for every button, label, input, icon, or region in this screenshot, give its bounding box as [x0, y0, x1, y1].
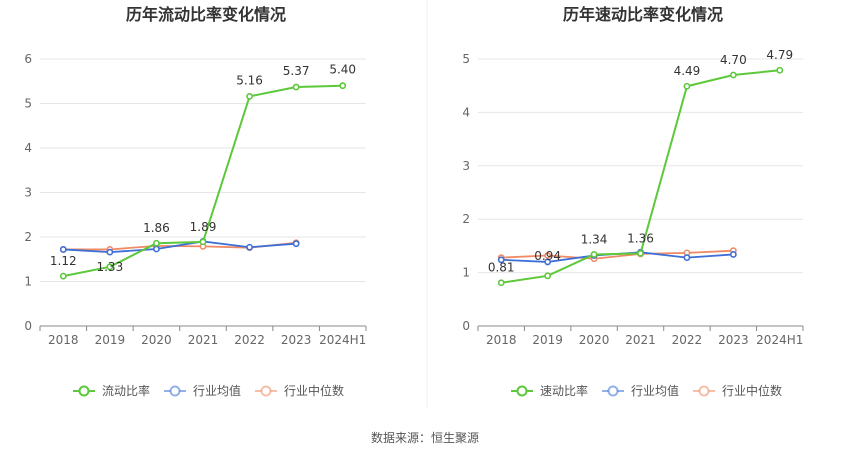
data-label: 0.94 — [534, 249, 561, 263]
legend-label: 行业均值 — [631, 383, 679, 398]
x-tick-label: 2024H1 — [756, 333, 803, 347]
data-label: 5.37 — [283, 64, 310, 78]
data-point — [153, 245, 160, 253]
legend-label: 行业中位数 — [284, 383, 344, 398]
data-label: 1.36 — [627, 231, 654, 245]
data-point — [637, 249, 644, 257]
data-label: 1.34 — [581, 232, 608, 246]
x-tick-label: 2019 — [95, 333, 126, 347]
data-point — [683, 254, 691, 262]
data-point — [590, 251, 598, 258]
x-tick-label: 2024H1 — [319, 333, 366, 347]
x-tick-label: 2020 — [579, 333, 610, 347]
data-point — [544, 272, 552, 280]
y-tick-label: 2 — [462, 212, 470, 226]
data-point — [59, 272, 67, 280]
y-tick-label: 1 — [24, 275, 32, 289]
data-point — [292, 83, 300, 91]
data-label: 5.40 — [329, 63, 356, 77]
x-tick-label: 2023 — [281, 333, 312, 347]
y-tick-label: 3 — [24, 186, 32, 200]
data-point — [153, 239, 160, 247]
legend-marker — [607, 385, 619, 397]
x-tick-label: 2018 — [486, 333, 517, 347]
data-point — [246, 92, 253, 100]
x-tick-label: 2020 — [141, 333, 172, 347]
legend-marker — [260, 385, 272, 397]
y-tick-label: 6 — [24, 52, 32, 66]
y-tick-label: 3 — [462, 159, 470, 173]
data-point — [497, 279, 505, 287]
legend-marker — [698, 385, 710, 397]
data-point — [59, 246, 67, 253]
data-label: 1.89 — [190, 220, 217, 234]
legend-label: 流动比率 — [102, 383, 150, 398]
source-note: 数据来源：恒生聚源 — [371, 430, 479, 445]
legend-marker — [78, 385, 90, 397]
y-tick-label: 5 — [24, 97, 32, 111]
legend-marker — [169, 385, 181, 397]
data-label: 1.12 — [50, 254, 77, 268]
y-tick-label: 1 — [462, 266, 470, 280]
data-point — [497, 256, 505, 264]
data-point — [339, 82, 347, 90]
x-tick-label: 2019 — [532, 333, 563, 347]
data-label: 4.79 — [766, 48, 793, 62]
y-tick-label: 4 — [24, 141, 32, 155]
x-tick-label: 2021 — [625, 333, 656, 347]
data-point — [544, 258, 552, 266]
y-tick-label: 0 — [462, 319, 470, 333]
data-label: 1.33 — [96, 260, 123, 274]
data-label: 1.86 — [143, 221, 170, 235]
data-label: 0.81 — [488, 261, 515, 275]
chart-title: 历年流动比率变化情况 — [126, 5, 286, 24]
data-point — [544, 252, 552, 259]
data-point — [292, 240, 300, 248]
quick-ratio-chart: 历年速动比率变化情况 0 1 2 3 4 5 2018 2019 2020 2021 2022 202… — [462, 5, 804, 398]
data-point — [106, 248, 114, 256]
data-label: 4.49 — [674, 64, 701, 78]
chart-title: 历年速动比率变化情况 — [563, 5, 723, 24]
x-tick-label: 2022 — [234, 333, 265, 347]
x-tick-label: 2023 — [718, 333, 749, 347]
data-label: 4.70 — [720, 53, 747, 67]
data-point — [776, 66, 784, 74]
x-tick-label: 2018 — [48, 333, 79, 347]
legend-label: 速动比率 — [540, 383, 588, 398]
data-point — [683, 82, 691, 90]
series-line — [501, 249, 734, 260]
y-tick-label: 5 — [462, 52, 470, 66]
data-point — [199, 238, 207, 246]
data-point — [729, 71, 737, 79]
legend-label: 行业中位数 — [722, 383, 782, 398]
legend-label: 行业均值 — [193, 383, 241, 398]
x-tick-label: 2021 — [188, 333, 219, 347]
y-tick-label: 4 — [462, 105, 470, 119]
data-point — [106, 263, 114, 271]
data-point — [729, 251, 737, 258]
data-label: 5.16 — [236, 73, 263, 87]
y-tick-label: 0 — [24, 319, 32, 333]
series-line — [63, 240, 297, 254]
current-ratio-chart: 历年流动比率变化情况 0 1 2 3 4 5 6 2018 2019 2020 2021 2022 20… — [24, 5, 367, 398]
legend-marker — [516, 385, 528, 397]
data-point — [246, 243, 253, 251]
y-tick-label: 2 — [24, 230, 32, 244]
x-tick-label: 2022 — [672, 333, 703, 347]
